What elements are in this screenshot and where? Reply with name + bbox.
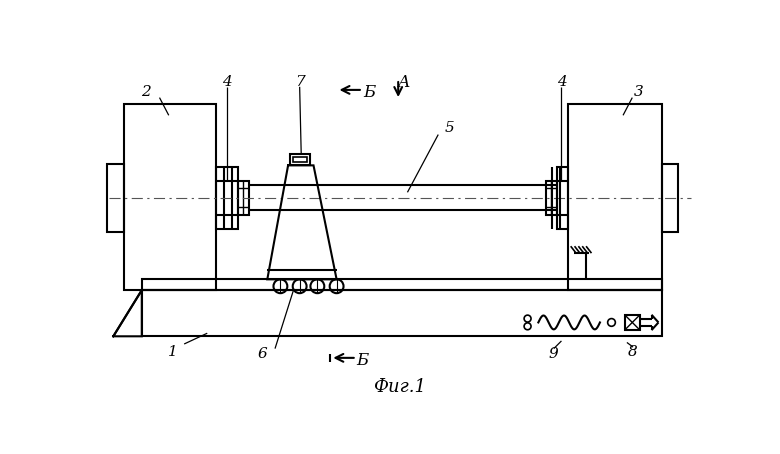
Bar [546, 181, 557, 215]
Bar [290, 154, 310, 165]
Bar [124, 104, 217, 290]
Text: Б: Б [356, 352, 369, 370]
Text: 3: 3 [633, 85, 643, 99]
Text: А: А [398, 74, 411, 91]
Text: Б: Б [363, 84, 375, 102]
Text: 8: 8 [628, 345, 638, 359]
Bar [568, 104, 661, 290]
Bar [217, 167, 238, 228]
Text: 7: 7 [295, 75, 304, 89]
Bar [625, 315, 640, 330]
Text: 6: 6 [258, 347, 268, 361]
Bar [107, 164, 124, 232]
Text: 5: 5 [445, 121, 455, 135]
Bar [293, 157, 307, 162]
Text: 1: 1 [168, 345, 178, 359]
Bar [557, 167, 568, 228]
Text: 9: 9 [549, 347, 558, 361]
Text: 4: 4 [557, 75, 566, 89]
Text: 2: 2 [140, 85, 151, 99]
Bar [142, 290, 661, 336]
Text: Фиг.1: Фиг.1 [374, 378, 426, 396]
Bar [142, 279, 661, 290]
Text: 4: 4 [222, 75, 232, 89]
Bar [661, 164, 679, 232]
Bar [238, 181, 249, 215]
